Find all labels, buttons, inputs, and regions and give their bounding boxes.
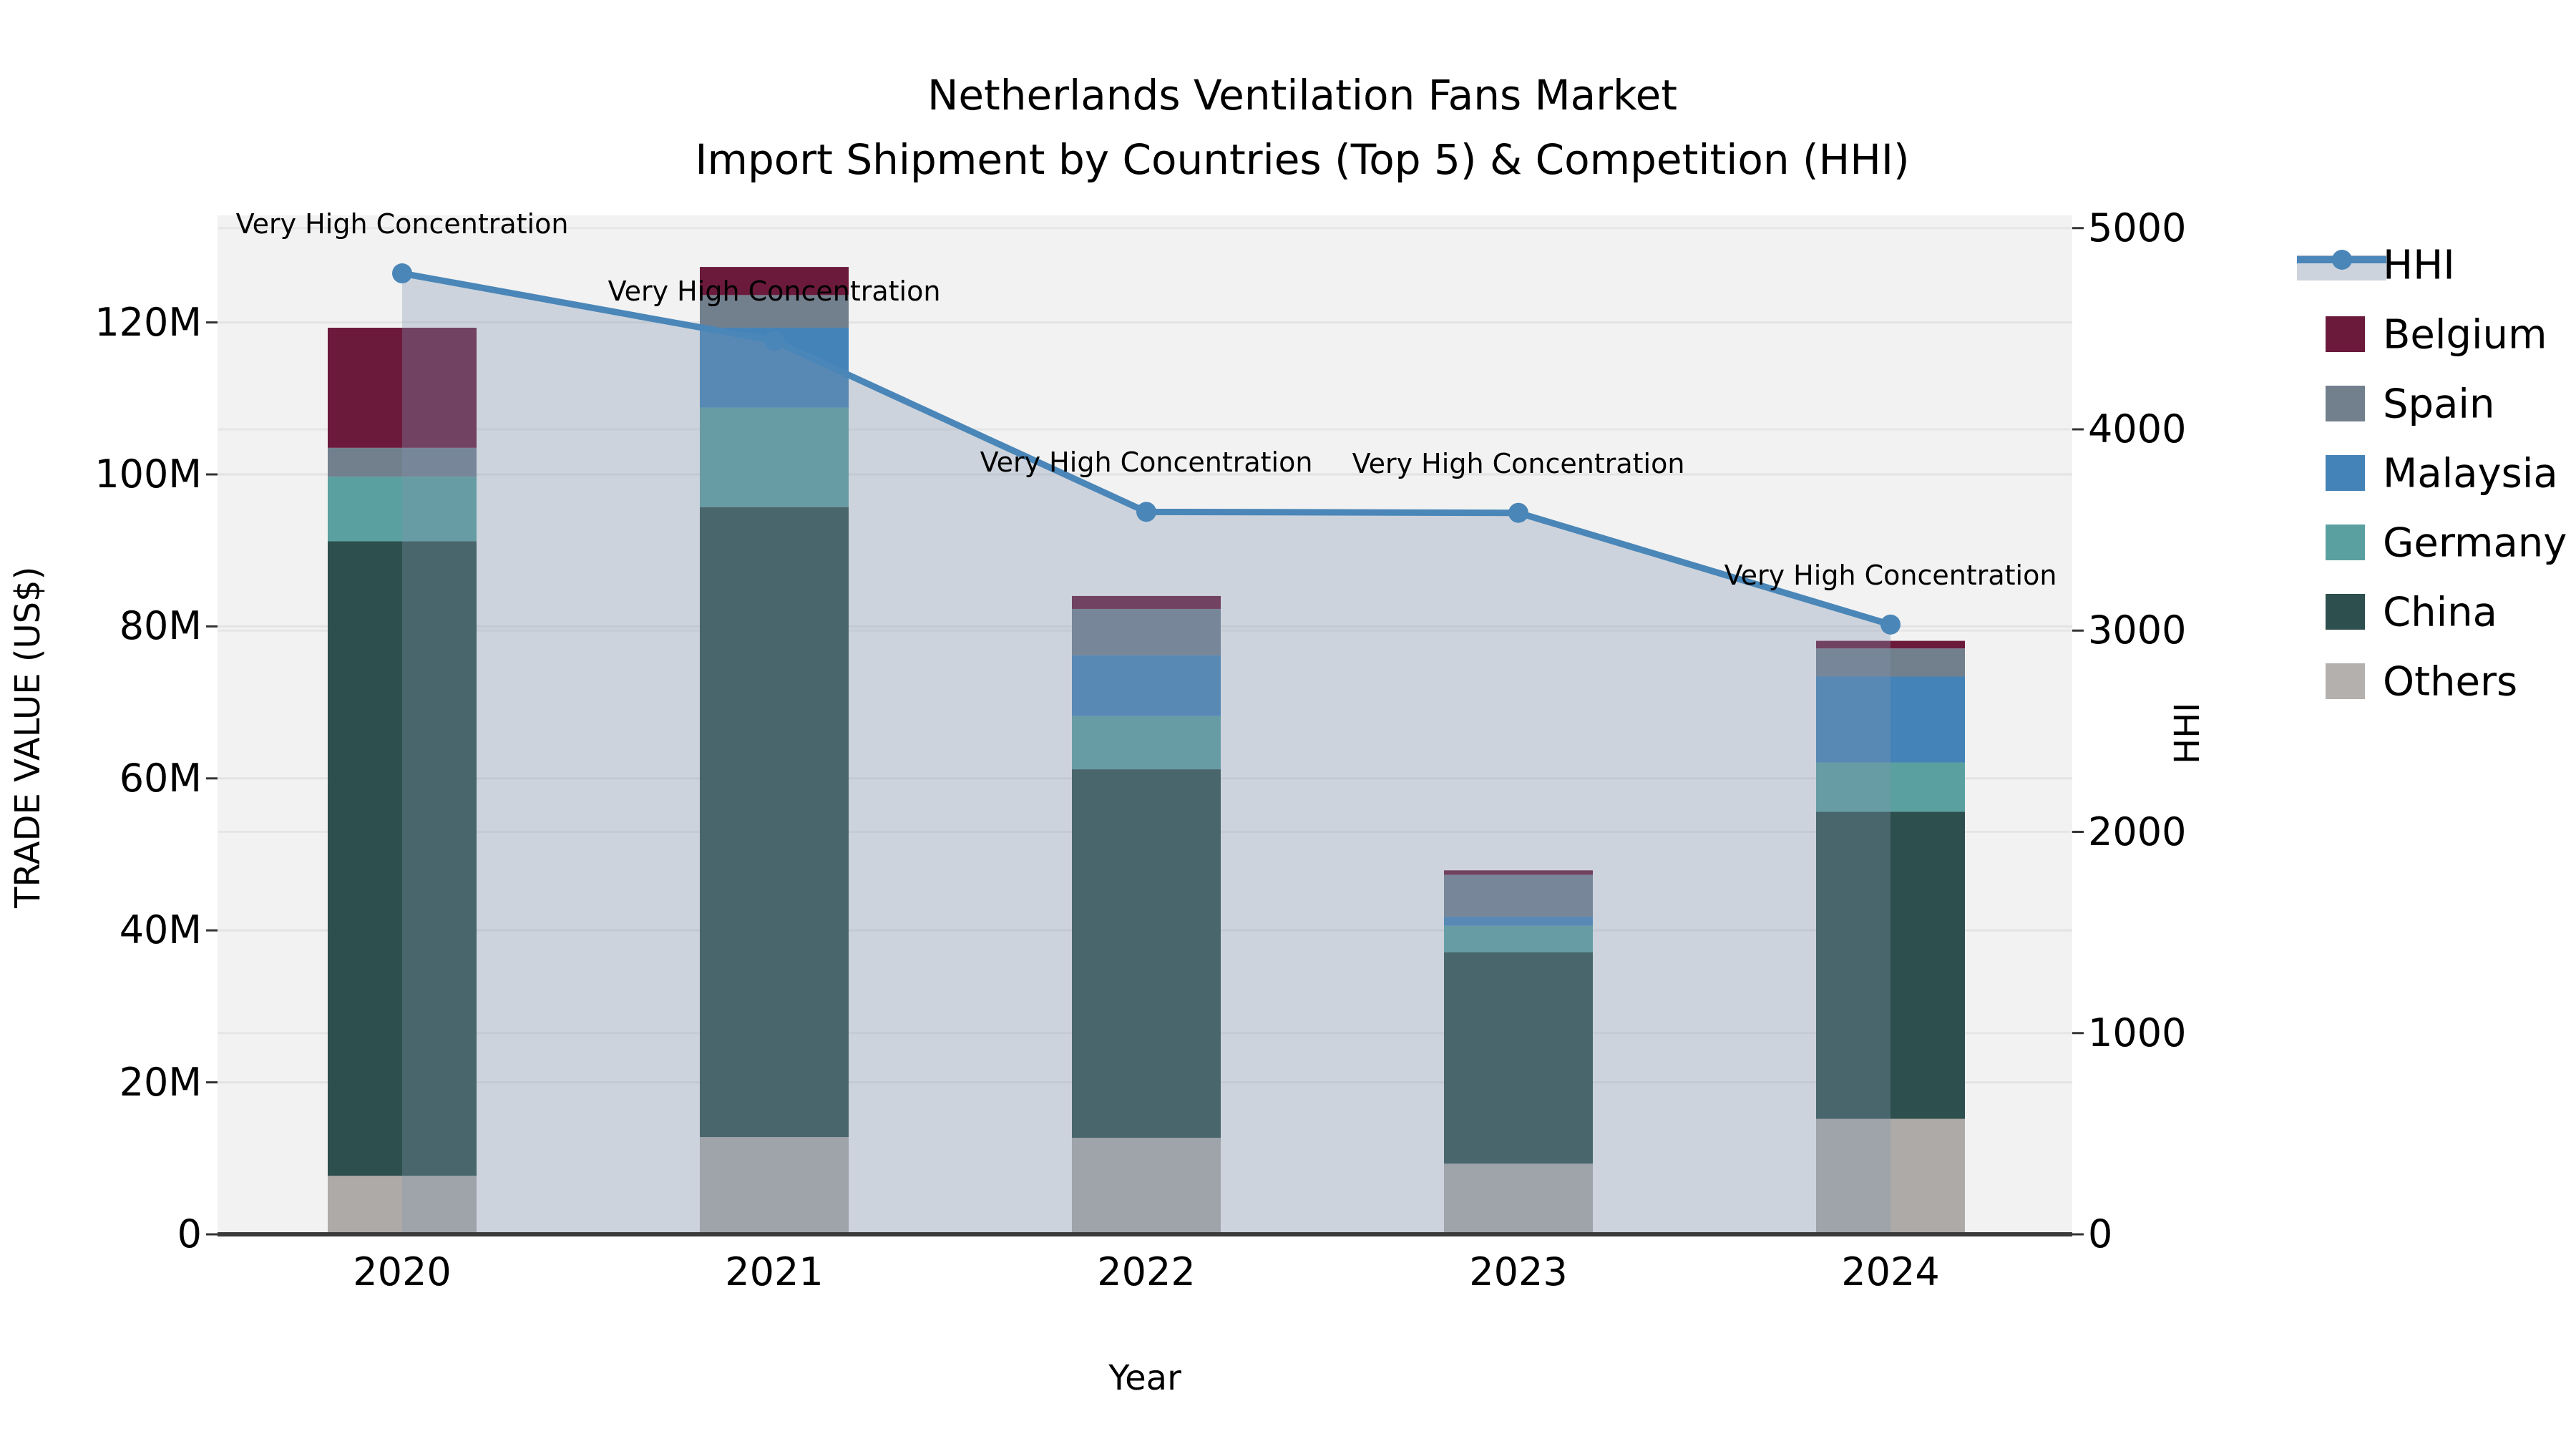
y-right-tick-1000: 1000 (2088, 1010, 2187, 1055)
x-tick-2023: 2023 (1469, 1249, 1568, 1294)
bar-2020-china[interactable] (328, 541, 477, 1176)
y-right-tick-3000: 3000 (2088, 608, 2187, 653)
chart-subtitle: Import Shipment by Countries (Top 5) & C… (695, 135, 1910, 184)
y-left-tick-40M: 40M (119, 907, 202, 953)
bar-2020-germany[interactable] (328, 477, 477, 542)
bar-2021-belgium[interactable] (700, 267, 849, 296)
x-axis-line (218, 1232, 2072, 1236)
bar-2022-belgium[interactable] (1072, 595, 1221, 609)
x-axis-label: Year (1108, 1358, 1181, 1398)
hhi-marker-dot (2332, 250, 2352, 270)
germany-color-swatch (2326, 525, 2365, 560)
bar-2021-germany[interactable] (700, 407, 849, 507)
bar-2024-germany[interactable] (1816, 762, 1965, 812)
belgium-color-swatch (2326, 316, 2365, 352)
hhi-marker-2024[interactable] (1880, 614, 1901, 635)
bar-2022-germany[interactable] (1072, 716, 1221, 770)
hhi-marker-2021[interactable] (764, 331, 784, 351)
y-right-tick-0: 0 (2088, 1211, 2113, 1257)
x-tick-2021: 2021 (725, 1249, 824, 1294)
x-tick-2022: 2022 (1097, 1249, 1196, 1294)
y-right-tick-4000: 4000 (2088, 406, 2187, 452)
legend-item-spain[interactable]: Spain (2265, 369, 2572, 439)
bar-2022-others[interactable] (1072, 1138, 1221, 1234)
bar-2021-others[interactable] (700, 1137, 849, 1234)
spain-color-swatch (2326, 386, 2365, 421)
bar-2024-belgium[interactable] (1816, 640, 1965, 649)
y-left-tick-0: 0 (177, 1211, 202, 1257)
bar-2020-others[interactable] (328, 1176, 477, 1234)
others-color-swatch (2326, 663, 2365, 699)
bar-2024-china[interactable] (1816, 811, 1965, 1119)
y-right-tick-5000: 5000 (2088, 205, 2187, 250)
y-left-tick-100M: 100M (94, 452, 202, 497)
bar-2023-belgium[interactable] (1444, 870, 1593, 875)
annotation-2020: Very High Concentration (235, 208, 569, 240)
annotation-2023: Very High Concentration (1352, 447, 1685, 479)
annotation-2021: Very High Concentration (608, 275, 941, 308)
legend-label: Spain (2383, 381, 2495, 427)
malaysia-color-swatch (2326, 455, 2365, 491)
hhi-line-swatch (2297, 248, 2386, 282)
bar-2021-china[interactable] (700, 507, 849, 1138)
bar-2020-spain[interactable] (328, 447, 477, 477)
y-left-tick-20M: 20M (119, 1059, 202, 1105)
bar-2022-malaysia[interactable] (1072, 655, 1221, 716)
legend-label: Malaysia (2383, 450, 2558, 497)
legend-label: Belgium (2383, 311, 2547, 358)
bar-2023-china[interactable] (1444, 952, 1593, 1164)
x-tick-2020: 2020 (353, 1249, 452, 1294)
y-left-tick-120M: 120M (94, 299, 202, 345)
hhi-marker-2023[interactable] (1508, 502, 1528, 523)
legend-label: Others (2383, 658, 2518, 705)
bar-2022-china[interactable] (1072, 769, 1221, 1138)
bar-2023-spain[interactable] (1444, 874, 1593, 917)
legend: HHI Belgium Spain Malaysia Germany China… (2265, 230, 2572, 716)
bar-2024-malaysia[interactable] (1816, 676, 1965, 763)
bar-2024-spain[interactable] (1816, 648, 1965, 677)
bar-2023-others[interactable] (1444, 1163, 1593, 1234)
y-left-tick-60M: 60M (119, 755, 202, 801)
legend-item-malaysia[interactable]: Malaysia (2265, 439, 2572, 508)
hhi-marker-2022[interactable] (1136, 502, 1156, 522)
x-tick-2024: 2024 (1841, 1249, 1940, 1294)
y-left-tick-80M: 80M (119, 603, 202, 649)
bar-2023-germany[interactable] (1444, 925, 1593, 952)
bar-2020-belgium[interactable] (328, 328, 477, 448)
legend-item-others[interactable]: Others (2265, 647, 2572, 716)
china-color-swatch (2326, 594, 2365, 630)
bar-2024-others[interactable] (1816, 1118, 1965, 1234)
bar-2021-spain[interactable] (700, 295, 849, 328)
chart-title: Netherlands Ventilation Fans Market (927, 71, 1678, 119)
annotation-2022: Very High Concentration (980, 447, 1313, 479)
legend-item-germany[interactable]: Germany (2265, 508, 2572, 577)
hhi-marker-2020[interactable] (392, 263, 412, 284)
legend-label: Germany (2383, 519, 2567, 566)
bar-2022-spain[interactable] (1072, 608, 1221, 655)
y-right-tick-2000: 2000 (2088, 809, 2187, 854)
annotation-2024: Very High Concentration (1724, 559, 2057, 591)
legend-label: HHI (2383, 242, 2455, 288)
legend-label: China (2383, 589, 2497, 635)
legend-item-hhi[interactable]: HHI (2265, 230, 2572, 300)
legend-item-belgium[interactable]: Belgium (2265, 300, 2572, 369)
bar-2023-malaysia[interactable] (1444, 917, 1593, 926)
legend-item-china[interactable]: China (2265, 577, 2572, 647)
